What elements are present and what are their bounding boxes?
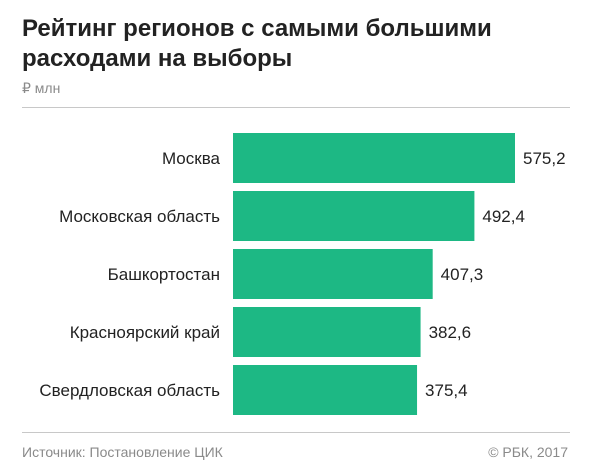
bar-group: Московская область 492,4 bbox=[59, 191, 525, 241]
bar bbox=[233, 365, 418, 415]
category-label: Свердловская область bbox=[39, 381, 220, 400]
bar-group: Башкортостан 407,3 bbox=[108, 249, 484, 299]
category-label: Москва bbox=[162, 149, 221, 168]
bar-chart: Москва 575,2 Московская область 492,4 Башкор… bbox=[39, 133, 566, 415]
value-label: 375,4 bbox=[425, 381, 468, 400]
top-divider bbox=[22, 107, 570, 108]
category-label: Московская область bbox=[59, 207, 220, 226]
bar-group: Свердловская область 375,4 bbox=[39, 365, 468, 415]
bar bbox=[233, 307, 421, 357]
bottom-divider bbox=[22, 432, 570, 433]
bar bbox=[233, 249, 433, 299]
source-note: Источник: Постановление ЦИК bbox=[22, 444, 223, 460]
value-label: 382,6 bbox=[429, 323, 472, 342]
bar-group: Москва 575,2 bbox=[162, 133, 566, 183]
category-label: Красноярский край bbox=[70, 323, 220, 342]
value-label: 492,4 bbox=[482, 207, 525, 226]
copyright-note: © РБК, 2017 bbox=[488, 444, 568, 460]
chart-title: Рейтинг регионов с самыми большими расхо… bbox=[22, 15, 492, 72]
value-label: 575,2 bbox=[523, 149, 566, 168]
bar bbox=[233, 133, 515, 183]
bar bbox=[233, 191, 475, 241]
bar-group: Красноярский край 382,6 bbox=[70, 307, 471, 357]
unit-label: ₽ млн bbox=[22, 80, 61, 96]
category-label: Башкортостан bbox=[108, 265, 220, 284]
value-label: 407,3 bbox=[441, 265, 484, 284]
